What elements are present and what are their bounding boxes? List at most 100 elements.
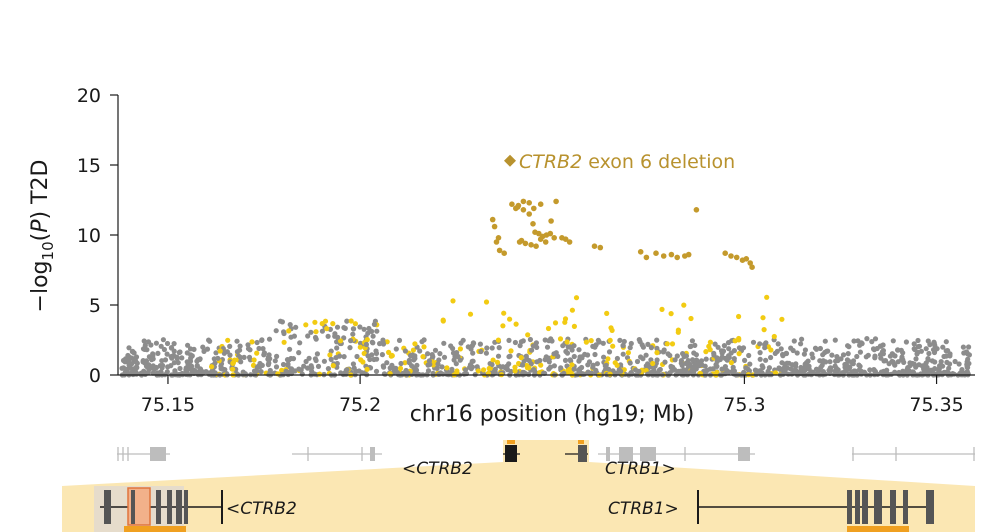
lowld-variant-point [275,371,281,377]
variant-point [280,361,287,368]
variant-point [911,341,917,347]
variant-point [348,338,354,344]
lowld-variant-point [357,344,363,350]
highld-variant-point [591,243,598,249]
highld-variant-point [551,235,557,241]
variant-point [636,337,642,343]
variant-point [825,348,831,354]
lowld-variant-point [450,298,456,304]
variant-point [342,370,348,376]
variant-point [772,350,778,356]
lowld-variant-point [764,294,770,300]
lowld-variant-point [736,351,742,357]
lowld-variant-point [703,349,709,355]
variant-point [726,346,732,352]
highld-variant-point [643,254,650,261]
highld-variant-point [526,211,532,217]
lowld-variant-point [625,350,632,356]
lowld-variant-point [483,299,490,305]
variant-point [801,351,808,357]
variant-point [872,355,878,361]
variant-point [341,325,347,331]
variant-point [484,345,490,351]
variant-point [398,360,404,367]
variant-point [474,364,480,370]
variant-point [238,359,244,365]
highld-variant-point [542,239,549,245]
variant-point [308,329,314,335]
y-tick-label: 20 [77,85,101,107]
y-axis-title-subscript: 10 [39,241,57,260]
variant-point [577,354,583,360]
lowld-variant-point [410,347,416,353]
variant-point [752,367,759,373]
variant-point [834,354,840,360]
highld-variant-point [532,229,538,235]
variant-point [123,356,129,362]
lowld-variant-point [249,339,255,345]
variant-point [614,355,621,362]
variant-point [207,338,213,344]
variant-point [731,371,737,377]
variant-point [380,341,387,347]
variant-point [531,367,537,373]
lowld-variant-point [330,363,336,369]
variant-point [164,351,170,357]
variant-point [321,358,327,364]
variant-point [454,350,460,356]
highld-variant-point [515,202,522,209]
lowld-variant-point [607,371,613,377]
variant-point [911,346,917,352]
variant-point [265,356,271,362]
y-axis-title-paren: ( [28,233,53,242]
variant-point [606,349,613,355]
highld-variant-point [496,247,503,254]
lowld-variant-point [230,366,236,372]
variant-point [692,342,698,348]
variant-point [889,358,895,364]
lowld-variant-point [538,362,544,368]
lowld-variant-point [209,364,215,370]
variant-point [297,340,303,346]
variant-point [596,339,602,345]
variant-point [412,353,418,359]
variant-point [393,346,399,352]
lowld-variant-point [610,343,616,349]
lowld-variant-point [512,364,518,370]
variant-point [654,337,660,343]
variant-point [517,343,523,349]
lowld-variant-point [412,341,418,347]
variant-point [325,366,331,372]
highld-variant-point [653,250,659,256]
variant-point [816,367,822,374]
variant-point [896,369,902,376]
variant-point [601,354,607,360]
zoom-gene-track: <CTRB2 CTRB1> [94,486,934,532]
variant-point [334,345,340,351]
variant-point [328,356,334,362]
variant-point [927,342,933,348]
variant-point [441,354,448,360]
variant-point [693,352,700,358]
highld-variant-point [495,235,502,241]
x-ticks: 75.15 75.2 75.3 75.35 [141,375,964,416]
variant-point [757,368,763,374]
variant-point [246,354,253,360]
variant-point [940,344,946,350]
lowld-variant-point [526,365,532,371]
lowld-variant-point [303,322,309,328]
lowld-variant-point [736,335,742,342]
variant-point [126,345,132,351]
lowld-variant-point [389,352,395,358]
variant-point [439,364,445,370]
variant-point [859,341,865,347]
lowld-variant-point [768,347,774,353]
variant-point [798,341,804,347]
lowld-variant-point [420,354,426,360]
variant-point [287,322,293,328]
variant-point [176,349,182,356]
variant-point [817,345,824,352]
variant-point [782,361,788,367]
variant-point [402,348,408,354]
lowld-variant-point [557,336,564,342]
